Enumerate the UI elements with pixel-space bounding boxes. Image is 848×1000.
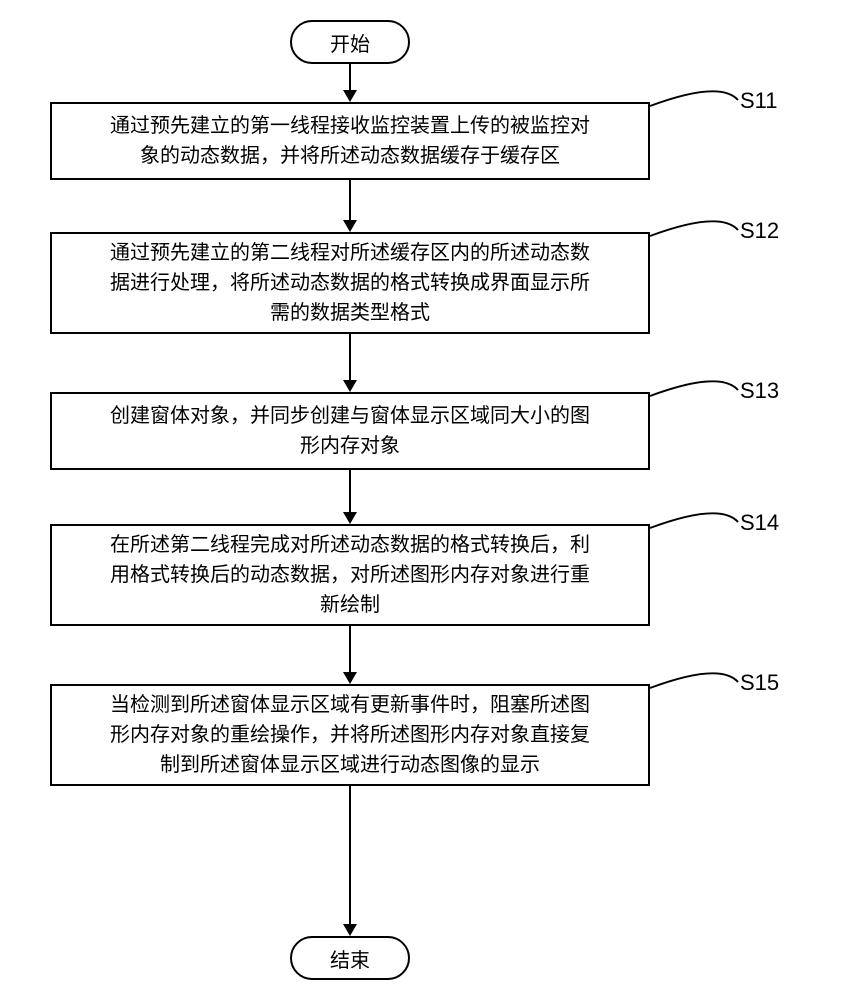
label-s15: S15 bbox=[740, 670, 779, 696]
arrow-1-head bbox=[343, 90, 357, 102]
terminal-end: 结束 bbox=[290, 936, 410, 980]
arrow-2-head bbox=[343, 220, 357, 232]
terminal-end-text: 结束 bbox=[330, 944, 370, 973]
arrow-3-head bbox=[343, 380, 357, 392]
arrow-3-line bbox=[349, 334, 351, 380]
arrow-6-head bbox=[343, 924, 357, 936]
arrow-2-line bbox=[349, 180, 351, 220]
arrow-5-line bbox=[349, 626, 351, 672]
arrow-4-line bbox=[349, 470, 351, 512]
connector-s15 bbox=[20, 20, 828, 980]
flowchart-container: 开始 通过预先建立的第一线程接收监控装置上传的被监控对象的动态数据，并将所述动态… bbox=[20, 20, 828, 980]
arrow-4-head bbox=[343, 512, 357, 524]
arrow-1-line bbox=[349, 64, 351, 90]
arrow-6-line bbox=[349, 786, 351, 924]
arrow-5-head bbox=[343, 672, 357, 684]
